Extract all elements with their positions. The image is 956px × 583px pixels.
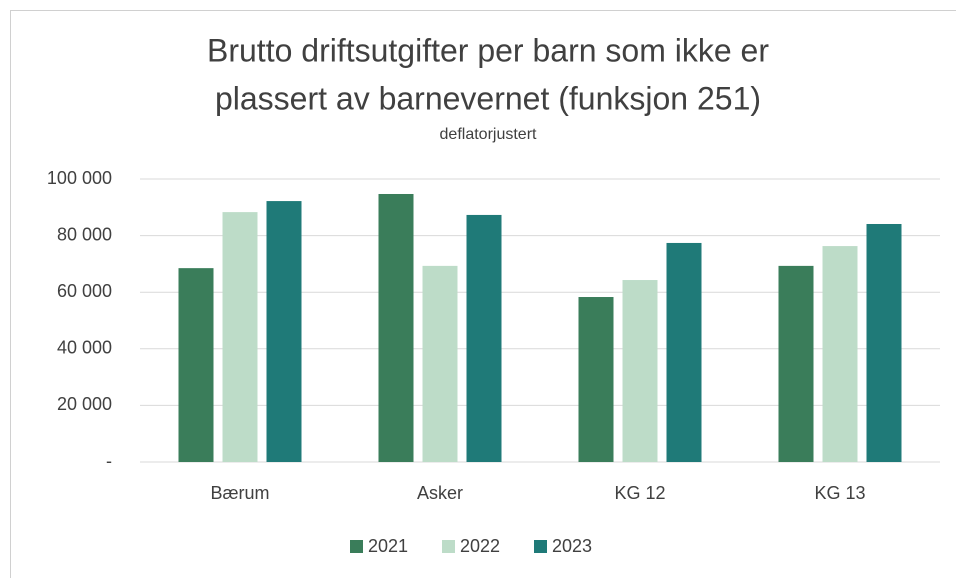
bar [179, 268, 214, 462]
bar [223, 212, 258, 462]
x-tick-label: Bærum [210, 483, 269, 503]
bar [467, 215, 502, 462]
legend-swatch [350, 540, 363, 553]
y-tick-label: 20 000 [57, 394, 112, 414]
chart-subtitle: deflatorjustert [440, 126, 537, 143]
bar [623, 280, 658, 462]
legend-swatch [442, 540, 455, 553]
bar [579, 297, 614, 462]
y-tick-label: 80 000 [57, 224, 112, 244]
legend-label: 2021 [368, 536, 408, 556]
y-tick-label: 100 000 [47, 168, 112, 188]
legend-label: 2022 [460, 536, 500, 556]
legend-label: 2023 [552, 536, 592, 556]
chart-title: Brutto driftsutgifter per barn som ikke … [207, 32, 769, 68]
bar [267, 201, 302, 462]
x-tick-label: KG 13 [814, 483, 865, 503]
bar [423, 266, 458, 462]
y-tick-label: - [106, 451, 112, 471]
chart-title: plassert av barnevernet (funksjon 251) [215, 80, 761, 116]
bar [667, 243, 702, 462]
bar [867, 224, 902, 462]
bar [823, 246, 858, 462]
y-tick-label: 40 000 [57, 338, 112, 358]
legend-swatch [534, 540, 547, 553]
bar [779, 266, 814, 462]
y-tick-label: 60 000 [57, 281, 112, 301]
x-tick-label: KG 12 [614, 483, 665, 503]
x-tick-label: Asker [417, 483, 463, 503]
bar [379, 194, 414, 462]
